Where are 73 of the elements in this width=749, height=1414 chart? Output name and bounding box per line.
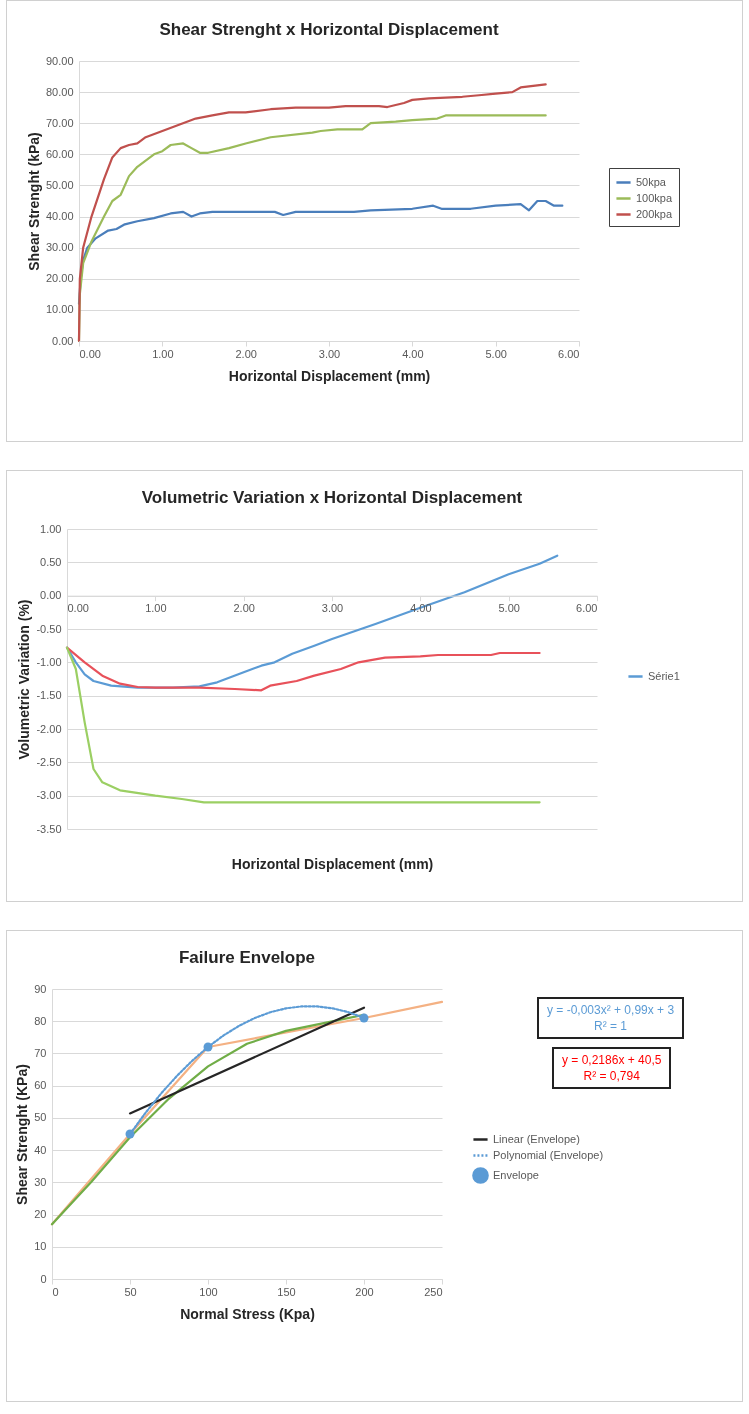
y-axis-title: Volumetric Variation (%) [16,599,33,760]
x-tick-label: 3.00 [321,602,344,615]
text: y = 0,2186x + 40,5 [562,1052,662,1068]
chart-title: Volumetric Variation x Horizontal Displacement [141,488,523,507]
x-tick-label: 1.00 [145,602,167,615]
chart-title: Failure Envelope [178,948,316,967]
x-tick-label: 100 [199,1285,218,1298]
x-tick-label: 1.00 [152,347,174,360]
x-tick-label: 3.00 [318,347,341,360]
x-tick-label: 0.00 [67,602,89,615]
y-tick-label: 20 [34,1208,47,1221]
y-tick-label: 60 [34,1079,47,1092]
x-tick-label: 5.00 [485,347,507,360]
y-tick-label: 40.00 [45,210,74,223]
y-tick-label: 90 [34,982,47,995]
legend-label: Linear (Envelope) [493,1132,580,1145]
x-tick-label: 0.00 [79,347,101,360]
y-tick-label: 60.00 [45,147,74,160]
y-tick-label: 80.00 [45,85,74,98]
x-tick-label: 6.00 [576,602,598,615]
x-axis-title: Horizontal Displacement (mm) [228,367,431,384]
x-axis-title: Horizontal Displacement (mm) [231,855,434,872]
y-tick-label: 50 [34,1111,47,1124]
y-tick-label: -3.00 [36,789,62,802]
line-series [65,646,541,804]
y-tick-label: 30.00 [45,241,74,254]
y-tick-label: 20.00 [45,272,74,285]
x-tick-label: 200 [355,1285,374,1298]
point [125,1129,135,1139]
y-tick-label: 90.00 [45,54,74,67]
y-tick-label: 70.00 [45,116,74,129]
x-tick-label: 50 [124,1285,137,1298]
legend-label: 200kpa [636,207,673,220]
y-tick-label: 10 [34,1240,47,1253]
point [359,1013,369,1023]
x-tick-label: 2.00 [233,602,255,615]
legend-label: Envelope [493,1168,539,1181]
y-axis-title: Shear Strenght (kPa) [25,132,42,271]
point [203,1042,213,1052]
x-tick-label: 4.00 [402,347,424,360]
y-tick-label: 30 [34,1175,47,1188]
y-tick-label: 70 [34,1046,47,1059]
legend-label: 50kpa [636,175,667,188]
x-tick-label: 2.00 [235,347,257,360]
y-tick-label: 0.50 [40,555,62,568]
y-tick-label: 40 [34,1143,47,1156]
y-tick-label: -3.50 [36,822,62,835]
x-tick-label: 5.00 [498,602,520,615]
line-series [65,646,541,692]
y-tick-label: -2.00 [36,722,62,735]
x-tick-label: 150 [277,1285,296,1298]
x-tick-label: 250 [424,1285,443,1298]
y-tick-label: 80 [34,1014,47,1027]
legend-label: Série1 [648,669,680,682]
y-axis-title: Shear Strenght (KPa) [14,1064,31,1205]
text: R² = 0,794 [582,1068,641,1084]
legend-label: 100kpa [636,191,673,204]
y-tick-label: 10.00 [45,303,74,316]
y-tick-label: 0.00 [40,589,62,602]
y-tick-label: -0.50 [36,622,62,635]
chart-title: Shear Strenght x Horizontal Displacement [159,20,499,39]
x-axis-title: Normal Stress (Kpa) [180,1305,315,1322]
y-tick-label: 0 [40,1272,47,1285]
legend-label: Polynomial (Envelope) [493,1148,604,1161]
y-tick-label: -1.50 [36,689,62,702]
y-tick-label: 50.00 [45,178,74,191]
y-tick-label: 1.00 [40,522,62,535]
y-tick-label: -2.50 [36,755,62,768]
y-tick-label: -1.00 [36,655,62,668]
x-tick-label: 6.00 [558,347,580,360]
text: R² = 1 [593,1018,629,1034]
y-tick-label: 0.00 [52,334,74,347]
text: y = -0,003x² + 0,99x + 3 [547,1002,675,1018]
